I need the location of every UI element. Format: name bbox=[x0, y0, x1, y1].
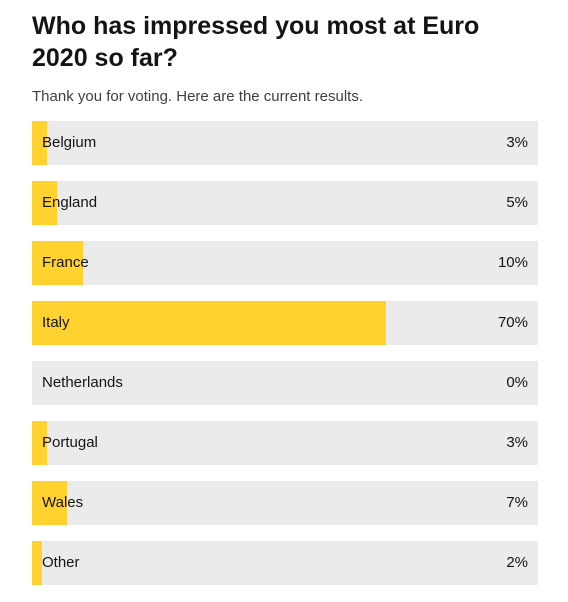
result-label: France bbox=[42, 254, 89, 271]
result-bar-fill bbox=[32, 481, 68, 525]
result-row-wales: Wales 7% bbox=[32, 481, 538, 525]
result-bar-fill bbox=[32, 421, 48, 465]
result-label: Italy bbox=[42, 314, 70, 331]
result-percent: 3% bbox=[506, 134, 528, 151]
result-label: Portugal bbox=[42, 434, 98, 451]
result-label: Belgium bbox=[42, 134, 97, 151]
result-percent: 10% bbox=[497, 254, 528, 271]
result-bar-fill bbox=[32, 181, 58, 225]
result-percent: 5% bbox=[506, 194, 528, 211]
result-label: Wales bbox=[42, 494, 84, 511]
result-percent: 7% bbox=[506, 494, 528, 511]
result-percent: 3% bbox=[506, 434, 528, 451]
result-percent: 2% bbox=[506, 554, 528, 571]
poll-title: Who has impressed you most at Euro 2020 … bbox=[32, 12, 480, 72]
result-label: Netherlands bbox=[42, 374, 123, 391]
result-row-belgium: Belgium 3% bbox=[32, 121, 538, 165]
poll-subtitle: Thank you for voting. Here are the curre… bbox=[32, 88, 363, 105]
result-row-england: England 5% bbox=[32, 181, 538, 225]
poll-widget: Who has impressed you most at Euro 2020 … bbox=[32, 0, 538, 585]
result-row-portugal: Portugal 3% bbox=[32, 421, 538, 465]
result-percent: 0% bbox=[506, 374, 528, 391]
result-percent: 70% bbox=[497, 314, 528, 331]
result-label: Other bbox=[42, 554, 80, 571]
result-bar-fill bbox=[32, 241, 83, 285]
result-bar-fill bbox=[32, 121, 48, 165]
result-row-france: France 10% bbox=[32, 241, 538, 285]
poll-results-list: Belgium 3% England 5% France 10% Italy 7… bbox=[32, 121, 538, 601]
result-row-other: Other 2% bbox=[32, 541, 538, 585]
result-row-netherlands: Netherlands 0% bbox=[32, 361, 538, 405]
result-bar-fill bbox=[32, 301, 387, 345]
result-bar-fill bbox=[32, 541, 43, 585]
result-row-italy: Italy 70% bbox=[32, 301, 538, 345]
result-label: England bbox=[42, 194, 98, 211]
